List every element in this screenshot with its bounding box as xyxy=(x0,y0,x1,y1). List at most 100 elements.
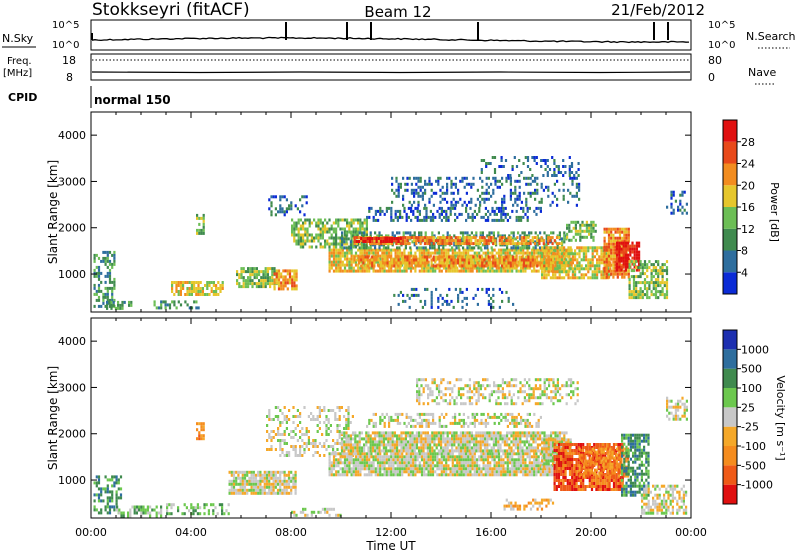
range-gate-cell xyxy=(423,206,426,210)
range-gate-cell xyxy=(456,255,460,259)
range-gate-cell xyxy=(620,256,623,260)
range-gate-cell xyxy=(274,485,277,489)
range-gate-cell xyxy=(509,188,512,192)
range-gate-cell xyxy=(179,293,182,296)
range-gate-cell xyxy=(462,455,465,459)
range-gate-cell xyxy=(285,451,288,454)
range-gate-cell xyxy=(464,452,468,456)
range-gate-cell xyxy=(596,270,599,274)
range-gate-cell xyxy=(293,269,296,273)
range-gate-cell xyxy=(464,467,468,471)
range-gate-cell xyxy=(453,464,457,468)
range-gate-cell xyxy=(526,165,530,168)
range-gate-cell xyxy=(663,284,666,288)
range-gate-cell xyxy=(454,261,457,265)
range-gate-cell xyxy=(415,188,418,192)
range-gate-cell xyxy=(431,269,435,273)
range-gate-cell xyxy=(108,298,112,302)
range-gate-cell xyxy=(420,455,424,459)
range-gate-cell xyxy=(443,258,446,262)
range-gate-cell xyxy=(330,248,333,252)
range-gate-cell xyxy=(268,482,271,486)
range-gate-cell xyxy=(318,442,321,445)
range-gate-cell xyxy=(443,209,446,213)
range-gate-cell xyxy=(466,234,469,238)
range-gate-cell xyxy=(511,248,514,252)
range-gate-cell xyxy=(404,261,407,265)
range-gate-cell xyxy=(610,263,613,267)
range-gate-cell xyxy=(585,258,588,262)
range-gate-cell xyxy=(383,470,386,474)
range-gate-cell xyxy=(543,276,546,280)
range-gate-cell xyxy=(614,251,617,255)
range-gate-cell xyxy=(383,251,386,255)
range-gate-cell xyxy=(585,255,588,259)
range-gate-cell xyxy=(106,274,109,278)
range-gate-cell xyxy=(447,452,450,456)
range-gate-cell xyxy=(257,485,260,489)
range-gate-cell xyxy=(294,415,297,418)
range-gate-cell xyxy=(470,246,473,250)
range-gate-cell xyxy=(509,255,512,259)
range-gate-cell xyxy=(552,276,555,280)
range-gate-cell xyxy=(514,188,517,192)
range-gate-cell xyxy=(441,264,444,268)
range-gate-cell xyxy=(551,174,554,177)
range-gate-cell xyxy=(283,439,286,442)
range-gate-cell xyxy=(522,264,526,268)
range-gate-cell xyxy=(463,200,466,204)
range-gate-cell xyxy=(447,269,450,273)
range-gate-cell xyxy=(632,269,636,273)
range-gate-cell xyxy=(571,252,574,256)
range-gate-cell xyxy=(445,464,448,468)
range-gate-cell xyxy=(318,427,321,430)
range-gate-cell xyxy=(274,213,277,217)
range-gate-cell xyxy=(203,512,206,516)
range-gate-cell xyxy=(600,255,603,259)
range-gate-cell xyxy=(475,269,479,273)
range-gate-cell xyxy=(274,491,277,495)
range-gate-cell xyxy=(335,242,338,246)
range-gate-cell xyxy=(507,264,510,268)
range-gate-cell xyxy=(464,269,468,273)
range-gate-cell xyxy=(97,289,101,293)
range-gate-cell xyxy=(657,269,660,273)
range-gate-cell xyxy=(567,249,570,253)
range-gate-cell xyxy=(503,194,506,198)
range-gate-cell xyxy=(547,194,550,198)
range-gate-cell xyxy=(263,488,266,492)
range-gate-cell xyxy=(283,488,286,492)
range-gate-cell xyxy=(316,406,319,409)
range-gate-cell xyxy=(482,452,485,456)
range-gate-cell xyxy=(383,452,386,456)
range-gate-cell xyxy=(543,273,546,277)
range-gate-cell xyxy=(426,182,429,186)
range-gate-cell xyxy=(321,227,324,231)
range-gate-cell xyxy=(510,231,513,235)
range-gate-cell xyxy=(485,176,488,180)
range-gate-cell xyxy=(431,473,435,477)
range-gate-cell xyxy=(409,464,413,468)
range-gate-cell xyxy=(457,299,460,303)
range-gate-cell xyxy=(290,470,293,474)
range-gate-cell xyxy=(650,281,653,285)
range-gate-cell xyxy=(194,506,197,510)
range-gate-cell xyxy=(657,278,660,282)
range-gate-cell xyxy=(537,269,540,273)
range-gate-cell xyxy=(352,240,355,244)
range-gate-cell xyxy=(144,511,147,515)
range-gate-cell xyxy=(349,243,352,247)
range-gate-cell xyxy=(620,241,623,245)
range-gate-cell xyxy=(475,470,479,474)
range-gate-cell xyxy=(424,179,427,183)
range-gate-cell xyxy=(679,202,682,206)
range-gate-cell xyxy=(290,488,293,492)
range-gate-cell xyxy=(585,220,588,224)
y-tick-label: 2000 xyxy=(58,222,86,235)
range-gate-cell xyxy=(453,455,457,459)
range-gate-cell xyxy=(514,246,517,250)
range-gate-cell xyxy=(410,218,413,222)
range-gate-cell xyxy=(628,290,631,294)
range-gate-cell xyxy=(639,287,642,291)
range-gate-cell xyxy=(453,248,457,252)
